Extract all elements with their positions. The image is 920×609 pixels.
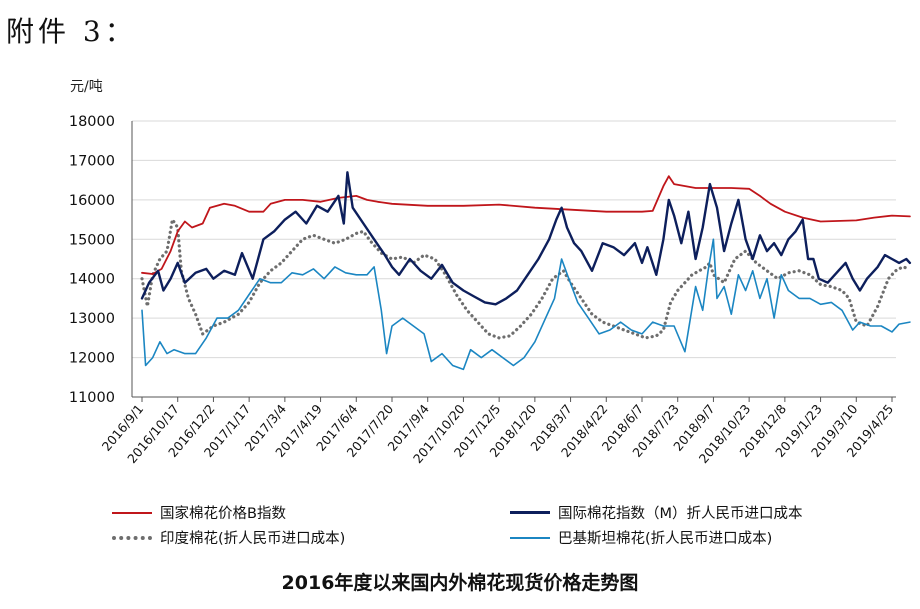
- legend-item-pakistan: 巴基斯坦棉花(折人民币进口成本): [510, 527, 772, 548]
- series-lines: [140, 171, 912, 371]
- y-tick-label: 16000: [69, 193, 115, 209]
- y-tick-label: 17000: [69, 153, 115, 169]
- y-tick-label: 12000: [69, 351, 115, 367]
- y-axis-title: 元/吨: [70, 79, 103, 95]
- y-axis: 11000 12000 13000 14000 15000 16000 17000 18000: [69, 114, 133, 406]
- legend-item-intl-index: 国际棉花指数（M）折人民币进口成本: [510, 502, 803, 523]
- series-line-china-index: [141, 175, 911, 275]
- legend-label-china-index: 国家棉花价格B指数: [160, 506, 286, 522]
- attachment-label: 附件 3：: [6, 15, 137, 48]
- series-line-pakistan: [141, 238, 911, 371]
- legend-swatch-pakistan: [510, 536, 550, 539]
- y-tick-label: 11000: [69, 390, 115, 406]
- y-tick-label: 13000: [69, 311, 115, 327]
- legend-label-pakistan: 巴基斯坦棉花(折人民币进口成本): [558, 531, 773, 547]
- grid-lines: [132, 120, 896, 359]
- legend-item-china-index: 国家棉花价格B指数: [112, 502, 286, 523]
- x-axis: 2016/9/12016/10/172016/12/22017/1/172017…: [99, 396, 896, 466]
- series-line-intl-index: [140, 171, 912, 306]
- legend-swatch-intl-index: [510, 511, 550, 514]
- legend-swatch-india: [112, 535, 152, 540]
- y-tick-label: 15000: [69, 232, 115, 248]
- y-tick-label: 18000: [69, 114, 115, 130]
- legend-label-intl-index: 国际棉花指数（M）折人民币进口成本: [558, 506, 803, 522]
- chart-caption: 2016年度以来国内外棉花现货价格走势图: [281, 572, 639, 594]
- legend-swatch-china-index: [112, 511, 152, 514]
- legend-label-india: 印度棉花(折人民币进口成本): [160, 531, 346, 547]
- y-tick-label: 14000: [69, 272, 115, 288]
- legend-item-india: 印度棉花(折人民币进口成本): [112, 527, 345, 548]
